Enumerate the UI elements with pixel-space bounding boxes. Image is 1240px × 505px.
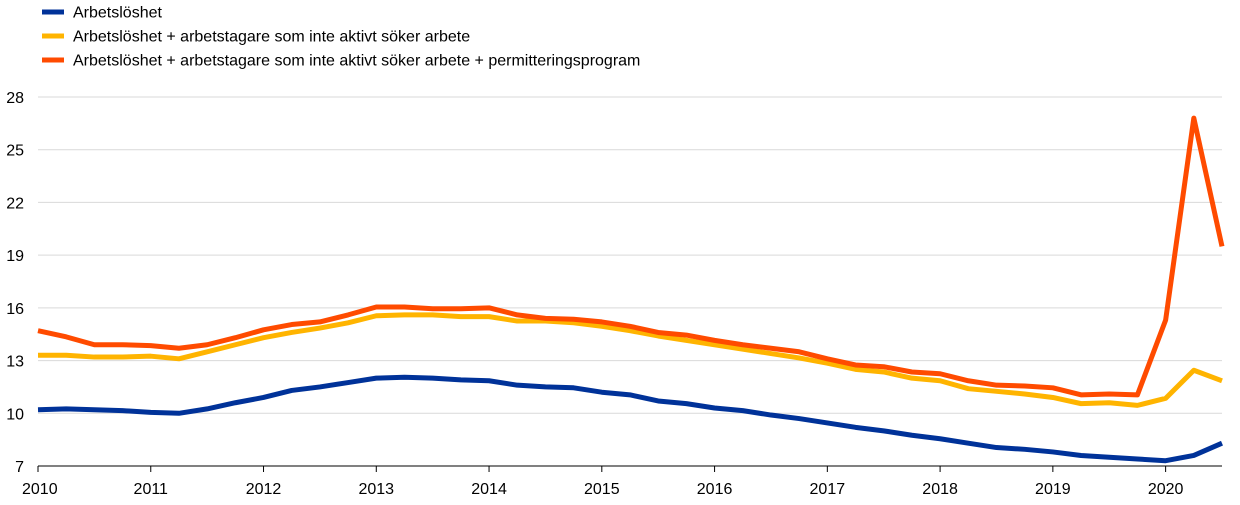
y-tick-label: 13 <box>6 354 24 371</box>
series-line-3 <box>37 115 1225 398</box>
y-tick-label: 7 <box>15 459 24 476</box>
series-lines <box>37 115 1225 464</box>
x-tick-label: 2013 <box>358 481 394 498</box>
x-tick-label: 2019 <box>1035 481 1071 498</box>
y-tick-label: 25 <box>6 143 24 160</box>
legend-label-1: Arbetslöshet <box>73 5 162 22</box>
y-tick-label: 10 <box>6 406 24 423</box>
x-tick-label: 2018 <box>922 481 958 498</box>
x-tick-label: 2020 <box>1148 481 1184 498</box>
x-tick-label: 2017 <box>810 481 846 498</box>
x-tick-label: 2014 <box>471 481 507 498</box>
legend: Arbetslöshet Arbetslöshet + arbetstagare … <box>42 5 640 70</box>
legend-label-2: Arbetslöshet + arbetstagare som inte akt… <box>73 29 470 46</box>
y-tick-label: 16 <box>6 301 24 318</box>
x-tick-label: 2011 <box>134 481 169 498</box>
x-tick-label: 2015 <box>584 481 620 498</box>
x-tick-label: 2010 <box>22 481 58 498</box>
y-tick-label: 28 <box>6 90 24 107</box>
series-line-2 <box>38 312 1223 408</box>
x-tick-label: 2016 <box>697 481 733 498</box>
axes: 7 10 13 16 19 22 25 28 2010 2011 2012 2013 2014 2015 2… <box>6 90 1222 498</box>
y-tick-label: 22 <box>6 195 24 212</box>
gridlines <box>38 96 1222 414</box>
y-tick-label: 19 <box>6 248 24 265</box>
x-tick-label: 2012 <box>246 481 282 498</box>
legend-label-3: Arbetslöshet + arbetstagare som inte akt… <box>73 53 640 70</box>
series-line-1 <box>37 374 1223 464</box>
